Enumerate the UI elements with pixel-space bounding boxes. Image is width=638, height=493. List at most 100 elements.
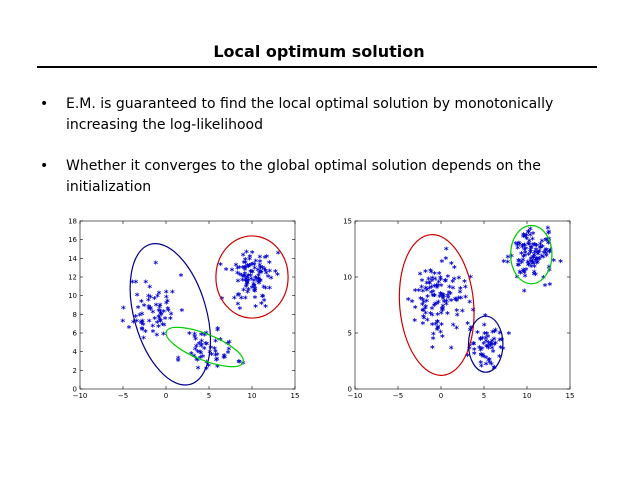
data-point-2: * [540, 238, 545, 248]
data-point-1: * [204, 365, 209, 375]
data-point-1: * [241, 360, 246, 370]
data-point-2: * [246, 263, 251, 273]
data-point-2: * [275, 271, 280, 281]
data-point-0: * [420, 278, 425, 288]
data-point-2: * [242, 260, 247, 270]
data-point-0: * [424, 280, 429, 290]
data-point-2: * [527, 238, 532, 248]
data-point-0: * [164, 294, 169, 304]
y-tick-label: 5 [348, 330, 352, 338]
data-point-1: * [483, 313, 488, 323]
data-point-2: * [243, 295, 248, 305]
data-point-0: * [153, 260, 158, 270]
data-point-0: * [137, 312, 142, 322]
data-point-2: * [240, 264, 245, 274]
data-point-0: * [428, 267, 433, 277]
data-point-0: * [425, 294, 430, 304]
data-point-1: * [486, 345, 491, 355]
data-point-0: * [435, 319, 440, 329]
data-point-2: * [537, 256, 542, 266]
data-point-2: * [253, 295, 258, 305]
data-point-1: * [202, 332, 207, 342]
data-point-1: * [202, 345, 207, 355]
data-point-2: * [251, 281, 256, 291]
data-point-1: * [195, 357, 200, 367]
data-point-2: * [537, 248, 542, 258]
bullet-dot-icon: • [40, 158, 49, 174]
data-point-0: * [140, 326, 145, 336]
data-point-1: * [226, 346, 231, 356]
data-point-1: * [194, 343, 199, 353]
data-point-1: * [213, 338, 218, 348]
data-point-2: * [535, 249, 540, 259]
data-point-2: * [547, 248, 552, 258]
data-point-1: * [478, 336, 483, 346]
data-point-0: * [160, 321, 165, 331]
data-point-2: * [243, 271, 248, 281]
data-point-0: * [430, 312, 435, 322]
data-point-0: * [439, 292, 444, 302]
data-point-0: * [443, 278, 448, 288]
data-point-1: * [482, 322, 487, 332]
data-point-2: * [252, 262, 257, 272]
data-point-1: * [215, 363, 220, 373]
data-point-2: * [245, 280, 250, 290]
data-point-2: * [533, 258, 538, 268]
data-point-2: * [245, 278, 250, 288]
data-point-0: * [448, 290, 453, 300]
data-point-0: * [425, 287, 430, 297]
data-point-2: * [522, 242, 527, 252]
data-point-1: * [209, 352, 214, 362]
data-point-0: * [158, 317, 163, 327]
data-point-2: * [241, 287, 246, 297]
bullet-text-2: Whether it converges to the global optim… [66, 158, 541, 195]
data-point-2: * [548, 247, 553, 257]
data-point-0: * [463, 284, 468, 294]
data-point-0: * [155, 320, 160, 330]
data-point-2: * [259, 270, 264, 280]
data-point-2: * [526, 228, 531, 238]
data-point-2: * [258, 268, 263, 278]
data-point-2: * [249, 269, 254, 279]
data-point-0: * [453, 296, 458, 306]
data-point-2: * [250, 261, 255, 271]
data-point-1: * [237, 359, 242, 369]
data-point-2: * [239, 295, 244, 305]
data-point-2: * [235, 265, 240, 275]
data-point-2: * [538, 244, 543, 254]
data-point-1: * [215, 351, 220, 361]
data-point-0: * [449, 298, 454, 308]
data-point-2: * [532, 264, 537, 274]
data-point-2: * [517, 258, 522, 268]
x-tick-label: 10 [248, 392, 257, 400]
data-point-2: * [532, 269, 537, 279]
data-point-2: * [236, 292, 241, 302]
data-point-2: * [235, 270, 240, 280]
x-tick-label: 10 [523, 392, 532, 400]
y-tick-label: 18 [68, 218, 77, 226]
data-point-2: * [263, 285, 268, 295]
data-point-0: * [155, 293, 160, 303]
data-point-2: * [267, 259, 272, 269]
data-point-1: * [478, 359, 483, 369]
data-point-2: * [547, 267, 552, 277]
data-point-2: * [535, 259, 540, 269]
data-point-0: * [440, 307, 445, 317]
data-point-0: * [141, 322, 146, 332]
data-point-0: * [437, 270, 442, 280]
data-point-0: * [423, 305, 428, 315]
data-point-0: * [148, 294, 153, 304]
data-point-1: * [212, 345, 217, 355]
data-point-1: * [488, 341, 493, 351]
data-point-0: * [440, 306, 445, 316]
data-point-2: * [519, 260, 524, 270]
data-point-2: * [256, 275, 261, 285]
data-point-1: * [196, 365, 201, 375]
data-point-0: * [133, 314, 138, 324]
data-point-2: * [547, 249, 552, 259]
bullet-item-1: • E.M. is guaranteed to find the local o… [40, 94, 600, 136]
data-point-2: * [539, 253, 544, 263]
data-point-2: * [247, 256, 252, 266]
data-point-1: * [481, 352, 486, 362]
data-point-1: * [479, 351, 484, 361]
